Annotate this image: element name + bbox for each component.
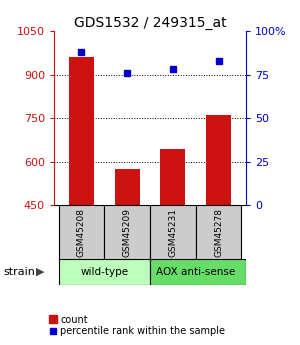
Bar — [206, 115, 231, 205]
Bar — [58, 259, 150, 285]
Text: wild-type: wild-type — [80, 267, 128, 277]
Text: ▶: ▶ — [36, 267, 45, 277]
Text: AOX anti-sense: AOX anti-sense — [156, 267, 235, 277]
Text: GSM45231: GSM45231 — [168, 207, 177, 257]
Bar — [115, 169, 140, 205]
Text: strain: strain — [3, 267, 35, 277]
Bar — [69, 57, 94, 205]
Legend: count, percentile rank within the sample: count, percentile rank within the sample — [47, 313, 227, 338]
Bar — [196, 205, 242, 259]
Bar — [150, 259, 246, 285]
Bar — [160, 149, 185, 205]
Text: GSM45208: GSM45208 — [77, 207, 86, 257]
Bar — [150, 205, 196, 259]
Text: GDS1532 / 249315_at: GDS1532 / 249315_at — [74, 16, 226, 30]
Bar — [58, 205, 104, 259]
Text: GSM45278: GSM45278 — [214, 207, 223, 257]
Text: GSM45209: GSM45209 — [123, 207, 132, 257]
Bar — [104, 205, 150, 259]
